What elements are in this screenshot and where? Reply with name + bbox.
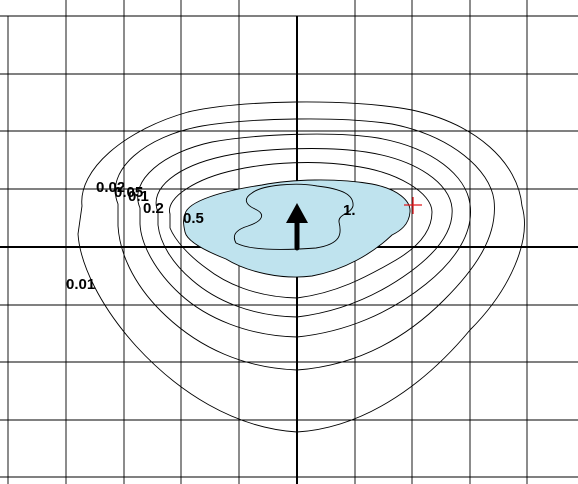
contour-label-0.02: 0.02	[96, 179, 125, 196]
contour-label-0.5: 0.5	[183, 210, 204, 227]
contour-line-0.05	[137, 133, 471, 338]
contour-line-0.02	[114, 118, 495, 371]
contour-label-0.05: 0.05	[114, 184, 143, 201]
contour-line-1.0	[233, 183, 354, 250]
contour-label-1: 1.	[343, 202, 356, 219]
contour-label-0.1: 0.1	[128, 188, 149, 205]
contour-line-0.2	[169, 162, 433, 299]
contour-line-0.1	[155, 148, 453, 318]
red-cross-marker-icon	[404, 197, 422, 214]
up-arrow-icon	[286, 203, 308, 251]
contour-lines	[77, 101, 525, 433]
contour-label-0.01: 0.01	[66, 276, 95, 293]
contour-line-0.01	[77, 101, 525, 433]
contour-labels: 0.02 0.05 0.1 0.2 0.5 1. 0.01	[66, 179, 356, 293]
contour-label-0.2: 0.2	[143, 200, 164, 217]
